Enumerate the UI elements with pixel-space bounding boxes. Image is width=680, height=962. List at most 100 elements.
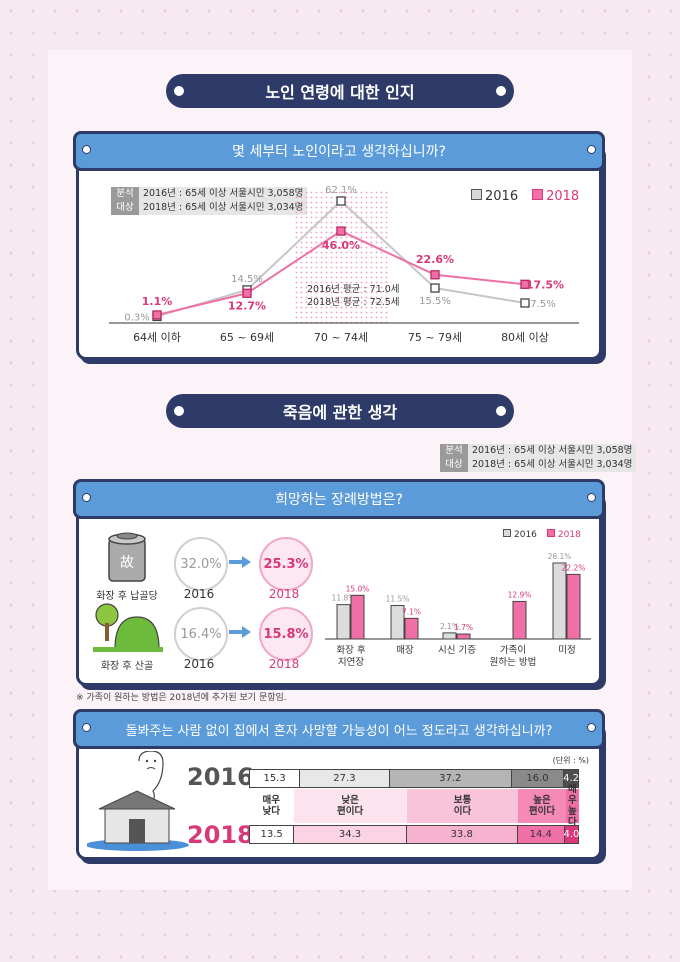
bar-label-2018: 22.2% xyxy=(562,563,586,572)
info-box-1: 분석 2016년 : 65세 이상 서울시민 3,058명 대상 2018년 : 6… xyxy=(111,187,308,215)
avg-box: 2016년 평균 : 71.0세 2018년 평균 : 72.5세 xyxy=(307,284,400,308)
point-2016 xyxy=(336,196,346,206)
scale-labels: 매우 낮다 낮은 편이다 보통 이다 높은 편이다 매우 높다 xyxy=(249,784,579,828)
legend2-2016: 2016 xyxy=(503,529,537,540)
v1-2016: 32.0% xyxy=(174,537,228,591)
year-2018-label: 2018 xyxy=(187,821,254,849)
data-label-2016: 0.3% xyxy=(124,312,149,323)
urn-icon: 故 xyxy=(108,532,146,582)
bar-label-2016: 26.1% xyxy=(548,552,572,561)
point-2018 xyxy=(242,288,252,298)
stacked-segment: 4.0 xyxy=(563,826,579,843)
bar-cat-label: 시신 기증 xyxy=(438,645,476,656)
stacked-bar-2016: 15.3 27.3 37.2 16.0 4.2 xyxy=(249,769,579,788)
data-label-2018: 12.7% xyxy=(228,299,266,312)
year-2016-label: 2016 xyxy=(187,763,254,791)
point-2016 xyxy=(430,283,440,293)
bar-cat-label: 매장 xyxy=(396,645,414,656)
bar-2018 xyxy=(404,617,419,640)
v2-2016-year: 2016 xyxy=(183,657,215,671)
bar-2018 xyxy=(456,633,471,640)
age-card-header: 몇 세부터 노인이라고 생각하십니까? xyxy=(73,131,605,171)
bar-label-2016: 11.5% xyxy=(386,595,410,604)
stacked-segment: 4.2 xyxy=(563,770,579,787)
point-2018 xyxy=(336,226,346,236)
scale-label: 매우 높다 xyxy=(565,784,579,828)
legend-2016: 2016 xyxy=(471,189,518,204)
svg-text:故: 故 xyxy=(120,555,134,571)
bar-cat-label: 미정 xyxy=(558,645,575,656)
funeral-card-header: 희망하는 장례방법은? xyxy=(73,479,605,519)
bar-label-2018: 15.0% xyxy=(346,584,370,593)
scale-label: 높은 편이다 xyxy=(518,789,566,823)
data-label-2016: 15.5% xyxy=(419,296,451,307)
point-2016 xyxy=(520,298,530,308)
legend-2018: 2018 xyxy=(532,189,579,204)
stacked-segment: 15.3 xyxy=(250,770,301,787)
stacked-bar-2018: 13.5 34.3 33.8 14.4 4.0 xyxy=(249,825,579,844)
x-tick-label: 70 ~ 74세 xyxy=(314,331,368,344)
data-label-2018: 1.1% xyxy=(142,295,173,308)
info-box-2: 분석 2016년 : 65세 이상 서울시민 3,058명 대상 2018년 : 6… xyxy=(440,444,637,472)
v2-2016: 16.4% xyxy=(174,607,228,661)
point-2018 xyxy=(430,270,440,280)
v1-2018: 25.3% xyxy=(259,537,313,591)
bar-cat-label: 화장 후 xyxy=(336,645,365,656)
stacked-segment: 13.5 xyxy=(250,826,295,843)
data-label-2018: 22.6% xyxy=(416,253,454,266)
solitary-card-header: 돌봐주는 사람 없이 집에서 혼자 사망할 가능성이 어느 정도라고 생각하십니… xyxy=(73,709,605,749)
data-label-2016: 62.1% xyxy=(325,185,357,196)
scale-label: 매우 낮다 xyxy=(249,789,294,823)
data-label-2018: 46.0% xyxy=(322,239,360,252)
scale-label: 보통 이다 xyxy=(406,789,519,823)
v1-2018-year: 2018 xyxy=(268,587,300,601)
house-ghost-icon xyxy=(87,751,189,851)
bar-cat-label: 가족이 xyxy=(500,645,526,656)
highlight-zone xyxy=(294,191,389,323)
legend-1: 2016 2018 xyxy=(471,189,579,204)
grave-icon xyxy=(93,603,163,652)
funeral-card: 희망하는 장례방법은? 故 화장 후 납골당 32.0% 2016 25.3% … xyxy=(73,479,605,686)
bar-cat-label: 원하는 방법 xyxy=(490,656,537,668)
section-title-death: 죽음에 관한 생각 xyxy=(166,394,514,428)
bar-2016 xyxy=(442,632,457,640)
bar-2018 xyxy=(512,600,527,640)
footnote: ※ 가족이 원하는 방법은 2018년에 추가된 보기 문항임. xyxy=(76,693,287,703)
solitary-card-title: 돌봐주는 사람 없이 집에서 혼자 사망할 가능성이 어느 정도라고 생각하십니… xyxy=(125,723,553,739)
section-title-age: 노인 연령에 대한 인지 xyxy=(166,74,514,108)
legend-2: 2016 2018 xyxy=(503,529,581,540)
stacked-segment: 16.0 xyxy=(511,770,565,787)
bar-2016 xyxy=(336,604,351,640)
x-tick-label: 75 ~ 79세 xyxy=(408,331,462,344)
line-chart: 64세 이하 65 ~ 69세 70 ~ 74세 75 ~ 79세 80세 이상 0.3%… xyxy=(109,185,579,344)
v2-2018-year: 2018 xyxy=(268,657,300,671)
x-tick-label: 80세 이상 xyxy=(501,331,549,344)
bar-label-2016: 2.1% xyxy=(440,622,459,631)
scale-label: 낮은 편이다 xyxy=(293,789,407,823)
unit-label: (단위 : %) xyxy=(552,756,589,765)
arrow-right-icon-2 xyxy=(229,626,251,638)
x-tick-label: 65 ~ 69세 xyxy=(220,331,274,344)
funeral-bar-chart: 11.8% 11.5% 2.1% 26.1% 15.0% 7.1% 1.7% 12.9% 22.… xyxy=(325,552,591,668)
icon2-label: 화장 후 산골 xyxy=(100,661,154,672)
funeral-card-title: 희망하는 장례방법은? xyxy=(275,492,403,508)
stacked-segment: 37.2 xyxy=(389,770,512,787)
bar-label-2018: 12.9% xyxy=(508,590,532,599)
bar-label-2016: 11.8% xyxy=(332,594,356,603)
x-tick-label: 64세 이하 xyxy=(133,330,181,344)
bar-2016 xyxy=(390,605,405,640)
age-card: 몇 세부터 노인이라고 생각하십니까? 분석 2016년 : 65세 이상 서울시… xyxy=(73,131,605,360)
stacked-segment: 33.8 xyxy=(406,826,518,843)
age-card-title: 몇 세부터 노인이라고 생각하십니까? xyxy=(232,144,446,160)
v1-2016-year: 2016 xyxy=(183,587,215,601)
bar-2018 xyxy=(566,573,581,640)
bar-2018 xyxy=(350,594,365,640)
v2-2018: 15.8% xyxy=(259,607,313,661)
arrow-right-icon xyxy=(229,556,251,568)
bar-cat-label: 지연장 xyxy=(338,657,364,668)
solitary-card: 돌봐주는 사람 없이 집에서 혼자 사망할 가능성이 어느 정도라고 생각하십니… xyxy=(73,709,605,860)
bar-label-2018: 1.7% xyxy=(454,623,473,632)
point-2018 xyxy=(152,310,162,320)
legend2-2018: 2018 xyxy=(546,529,581,540)
data-label-2016: 7.5% xyxy=(530,299,555,310)
